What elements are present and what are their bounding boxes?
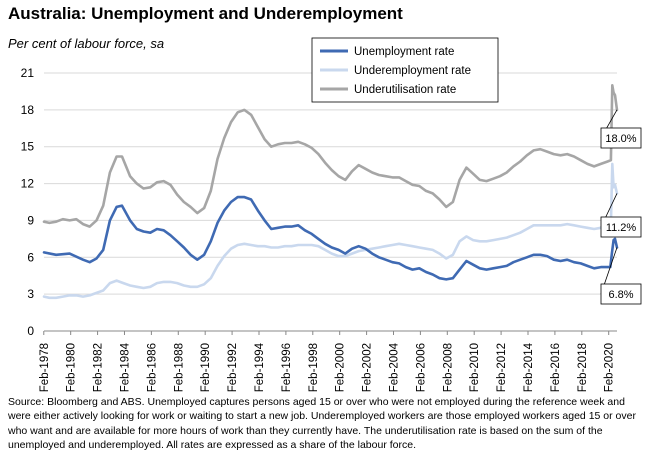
x-tick-label: Feb-1978 <box>39 343 51 392</box>
end-value-label: 18.0% <box>605 133 636 145</box>
x-tick-label: Feb-1984 <box>119 342 131 392</box>
legend: Unemployment rate Underemployment rate Und… <box>311 37 499 103</box>
end-value-label: 6.8% <box>608 289 633 301</box>
x-tick-label: Feb-1992 <box>227 343 239 392</box>
series-line-underutilisation-rate <box>42 84 619 228</box>
x-tick-label: Feb-1994 <box>254 342 266 392</box>
x-axis: Feb-1978 Feb-1980 Feb-1982 Feb-1984 Feb-1986… <box>39 331 616 392</box>
x-tick-label: Feb-1986 <box>146 343 158 392</box>
y-tick-label: 21 <box>21 66 35 80</box>
series-line-unemployment-rate <box>42 195 619 281</box>
chart-title: Australia: Unemployment and Underemploym… <box>8 4 403 23</box>
y-axis: 0 3 6 9 12 15 18 21 <box>21 66 35 338</box>
x-tick-label: Feb-1990 <box>200 343 212 392</box>
y-tick-label: 12 <box>21 177 35 191</box>
x-tick-label: Feb-2016 <box>550 343 562 392</box>
legend-label: Underutilisation rate <box>354 84 456 96</box>
x-tick-label: Feb-1996 <box>281 343 293 392</box>
x-tick-label: Feb-2012 <box>496 343 508 392</box>
legend-label: Unemployment rate <box>354 46 454 58</box>
y-tick-label: 3 <box>27 287 34 301</box>
x-tick-label: Feb-2002 <box>362 343 374 392</box>
callout-box <box>600 216 642 238</box>
series-lines <box>42 84 619 300</box>
series-line-underemployment-rate <box>42 162 619 300</box>
y-tick-label: 0 <box>27 324 34 338</box>
x-tick-label: Feb-1982 <box>93 343 105 392</box>
y-tick-label: 6 <box>27 250 34 264</box>
chart-subtitle: Per cent of labour force, sa <box>8 36 165 51</box>
gridlines <box>44 72 617 332</box>
x-tick-label: Feb-2010 <box>469 343 481 392</box>
x-tick-label: Feb-1980 <box>66 343 78 392</box>
y-tick-label: 18 <box>21 103 35 117</box>
source-note: Source: Bloomberg and ABS. Unemployed ca… <box>8 396 636 451</box>
legend-label: Underemployment rate <box>354 65 471 77</box>
y-tick-label: 15 <box>21 140 35 154</box>
x-tick-label: Feb-1988 <box>173 343 185 392</box>
x-tick-label: Feb-2018 <box>577 343 589 392</box>
x-tick-label: Feb-2014 <box>523 342 535 392</box>
callout-box <box>600 127 642 149</box>
x-tick-label: Feb-2000 <box>335 343 347 392</box>
end-value-label: 11.2% <box>606 222 637 234</box>
x-tick-label: Feb-2006 <box>415 343 427 392</box>
x-tick-label: Feb-2004 <box>388 342 400 392</box>
x-tick-label: Feb-2020 <box>604 343 616 392</box>
end-labels: 6.8% 11.2% 18.0% <box>600 109 642 305</box>
y-tick-label: 9 <box>27 213 34 227</box>
x-tick-label: Feb-1998 <box>308 343 320 392</box>
x-tick-label: Feb-2008 <box>442 343 454 392</box>
callout-box <box>600 283 642 305</box>
